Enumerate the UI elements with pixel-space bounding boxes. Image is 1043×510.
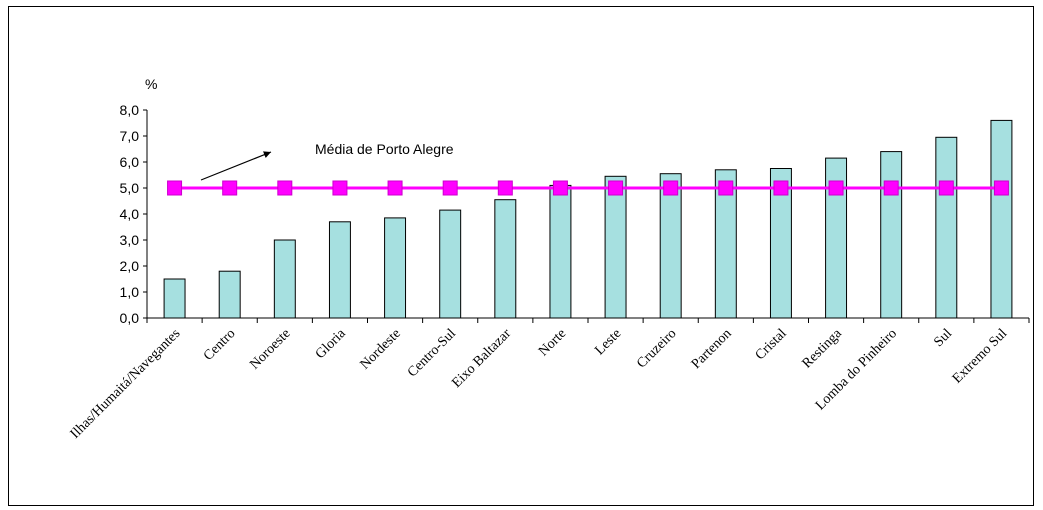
x-category-label: Nordeste: [358, 326, 404, 372]
average-marker: [993, 180, 1009, 196]
y-tick-label: 0,0: [120, 310, 140, 326]
y-tick-label: 1,0: [120, 284, 140, 300]
x-category-label: Norte: [536, 326, 569, 359]
x-category-label: Centro-Sul: [405, 326, 459, 380]
y-tick-label: 5,0: [120, 180, 140, 196]
y-tick-label: 3,0: [120, 232, 140, 248]
x-category-label: Cruzeiro: [634, 326, 679, 371]
chart: 0,0 1,0 2,0 3,0 4,0 5,0 6,0 7,0 8,0 Ilhas/Humait…: [68, 76, 1030, 442]
average-line: [167, 180, 1009, 196]
bar: [163, 278, 186, 319]
average-marker: [663, 180, 679, 196]
average-marker: [883, 180, 899, 196]
x-category-label: Noroeste: [247, 326, 293, 372]
average-marker: [938, 180, 954, 196]
x-category-label: Eixo Baltazar: [449, 326, 514, 391]
average-marker: [828, 180, 844, 196]
average-marker: [497, 180, 513, 196]
x-category-label: Sul: [931, 326, 955, 350]
bar: [935, 136, 958, 319]
annotation-text: Média de Porto Alegre: [315, 141, 454, 157]
bar: [825, 157, 848, 319]
x-category-label: Restinga: [800, 326, 846, 372]
y-tick-label: 4,0: [120, 206, 140, 222]
chart-frame: 0,0 1,0 2,0 3,0 4,0 5,0 6,0 7,0 8,0 Ilhas/Humait…: [8, 6, 1034, 506]
bar: [328, 221, 351, 319]
y-tick-label: 6,0: [120, 154, 140, 170]
x-category-label: Ilhas/Humaitá/Navegantes: [68, 326, 184, 442]
x-category-label: Extremo Sul: [950, 326, 1010, 386]
annotation: Média de Porto Alegre: [200, 141, 454, 181]
x-category-label: Cristal: [753, 326, 790, 363]
y-tick-label: 7,0: [120, 128, 140, 144]
x-category-label: Gloria: [313, 326, 349, 362]
y-axis-unit-label: %: [145, 76, 157, 92]
bar: [384, 217, 407, 319]
bar: [273, 239, 296, 319]
x-category-label: Centro: [201, 326, 239, 364]
average-marker: [167, 180, 183, 196]
bar: [990, 119, 1013, 319]
average-marker: [222, 180, 238, 196]
bars: [163, 119, 1013, 319]
annotation-arrow: [200, 151, 272, 181]
category-labels: Ilhas/Humaitá/Navegantes Centro Noroeste Gl…: [68, 326, 1011, 442]
x-category-label: Leste: [592, 326, 624, 358]
average-marker: [718, 180, 734, 196]
x-category-label: Partenon: [689, 326, 735, 372]
average-marker: [552, 180, 568, 196]
y-tick-label: 2,0: [120, 258, 140, 274]
average-marker: [332, 180, 348, 196]
bar: [218, 270, 241, 319]
bar: [604, 175, 627, 319]
bar: [494, 199, 517, 319]
bar: [769, 168, 792, 319]
average-marker: [387, 180, 403, 196]
bar: [880, 151, 903, 319]
bar: [714, 169, 737, 319]
average-marker: [773, 180, 789, 196]
bar: [549, 184, 572, 319]
bar: [659, 173, 682, 319]
average-marker: [608, 180, 624, 196]
average-marker: [442, 180, 458, 196]
y-tick-label: 8,0: [120, 102, 140, 118]
bar: [439, 209, 462, 319]
average-marker: [277, 180, 293, 196]
